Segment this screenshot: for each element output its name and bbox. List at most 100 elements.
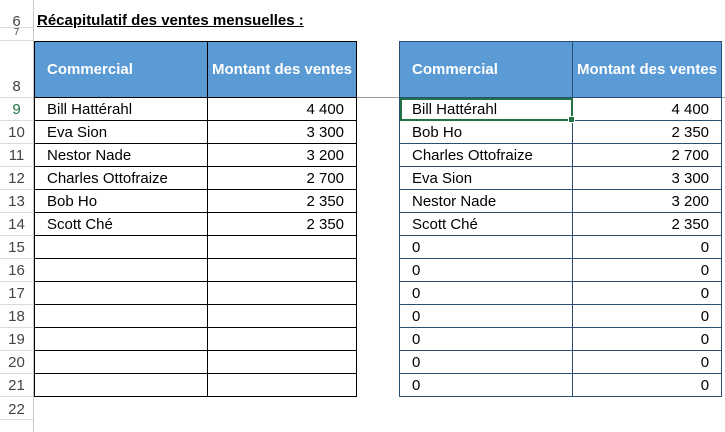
row-header-21[interactable]: 21	[8, 377, 25, 394]
table-header-row: Commercial Montant des ventes	[34, 41, 358, 98]
row-header-13[interactable]: 13	[8, 193, 25, 210]
row-header-6[interactable]: 6	[12, 13, 21, 30]
fill-handle[interactable]	[568, 116, 575, 123]
row-header-8[interactable]: 8	[12, 78, 21, 95]
cell-commercial[interactable]: Nestor Nade	[34, 143, 208, 167]
cell-montant[interactable]	[206, 235, 358, 259]
row-divider	[0, 143, 33, 144]
row-header-14[interactable]: 14	[8, 216, 25, 233]
row-divider	[0, 166, 33, 167]
cell-montant[interactable]: 3 300	[206, 120, 358, 144]
header-commercial[interactable]: Commercial	[34, 41, 208, 98]
cell-montant[interactable]: 2 350	[206, 189, 358, 213]
row-header-20[interactable]: 20	[8, 354, 25, 371]
table-row	[34, 235, 358, 259]
table-row	[34, 350, 358, 374]
row-header-17[interactable]: 17	[8, 285, 25, 302]
sheet-title[interactable]: Récapitulatif des ventes mensuelles :	[37, 12, 304, 29]
row-header-10[interactable]: 10	[8, 124, 25, 141]
cell-commercial[interactable]: 0	[399, 281, 573, 305]
cell-montant[interactable]: 2 700	[571, 143, 723, 167]
cell-commercial[interactable]	[34, 373, 208, 397]
row-header-12[interactable]: 12	[8, 170, 25, 187]
cell-montant[interactable]: 0	[571, 327, 723, 351]
row-divider	[0, 189, 33, 190]
cell-commercial[interactable]: Bob Ho	[399, 120, 573, 144]
cell-montant[interactable]	[206, 281, 358, 305]
header-montant[interactable]: Montant des ventes	[571, 41, 723, 98]
cell-montant[interactable]	[206, 373, 358, 397]
cell-montant[interactable]: 3 200	[206, 143, 358, 167]
cell-commercial[interactable]: Eva Sion	[34, 120, 208, 144]
row-divider	[0, 327, 33, 328]
cell-montant[interactable]: 0	[571, 350, 723, 374]
cell-commercial[interactable]: 0	[399, 258, 573, 282]
table-row: Charles Ottofraize 2 700	[399, 143, 723, 167]
cell-text: Bill Hattérahl	[412, 100, 498, 118]
cell-commercial[interactable]: Eva Sion	[399, 166, 573, 190]
cell-commercial[interactable]: 0	[399, 235, 573, 259]
cell-montant[interactable]	[206, 304, 358, 328]
cell-montant[interactable]: 0	[571, 373, 723, 397]
cell-commercial[interactable]: Charles Ottofraize	[34, 166, 208, 190]
table-row: Eva Sion 3 300	[34, 120, 358, 144]
cell-commercial[interactable]	[34, 281, 208, 305]
row-header-11[interactable]: 11	[8, 147, 25, 164]
cell-commercial[interactable]: Charles Ottofraize	[399, 143, 573, 167]
cell-commercial[interactable]: 0	[399, 304, 573, 328]
cell-montant[interactable]: 0	[571, 258, 723, 282]
cell-montant[interactable]: 0	[571, 281, 723, 305]
table-row	[34, 258, 358, 282]
cell-commercial[interactable]: Bob Ho	[34, 189, 208, 213]
row-header-7[interactable]: 7	[13, 27, 20, 38]
row-header-18[interactable]: 18	[8, 308, 25, 325]
table-row: Nestor Nade 3 200	[34, 143, 358, 167]
row-divider	[0, 27, 33, 28]
cell-commercial[interactable]: 0	[399, 373, 573, 397]
row-header-19[interactable]: 19	[8, 331, 25, 348]
cell-commercial[interactable]: Nestor Nade	[399, 189, 573, 213]
cell-commercial[interactable]	[34, 235, 208, 259]
cell-commercial[interactable]: Scott Ché	[399, 212, 573, 236]
table-row: Bill Hattérahl 4 400	[399, 97, 723, 123]
table-row: Scott Ché 2 350	[399, 212, 723, 236]
header-montant[interactable]: Montant des ventes	[206, 41, 358, 98]
row-divider	[0, 419, 33, 420]
header-commercial[interactable]: Commercial	[399, 41, 573, 98]
cell-montant[interactable]: 2 350	[571, 212, 723, 236]
row-divider	[0, 40, 33, 41]
row-divider	[0, 350, 33, 351]
cell-montant[interactable]	[206, 258, 358, 282]
cell-montant[interactable]: 2 700	[206, 166, 358, 190]
cell-commercial[interactable]	[34, 258, 208, 282]
cell-commercial[interactable]: Scott Ché	[34, 212, 208, 236]
cell-commercial[interactable]: Bill Hattérahl	[34, 97, 208, 121]
cell-montant[interactable]: 0	[571, 235, 723, 259]
cell-commercial[interactable]	[34, 350, 208, 374]
table-row: Scott Ché 2 350	[34, 212, 358, 236]
row-header-15[interactable]: 15	[8, 239, 25, 256]
cell-commercial[interactable]	[34, 327, 208, 351]
cell-montant[interactable]	[206, 350, 358, 374]
cell-montant[interactable]: 4 400	[206, 97, 358, 121]
cell-commercial[interactable]: 0	[399, 327, 573, 351]
row-header-22[interactable]: 22	[8, 401, 25, 418]
row-header-9[interactable]: 9	[12, 101, 21, 118]
selected-cell-commercial[interactable]: Bill Hattérahl	[399, 97, 575, 123]
cell-montant[interactable]: 3 300	[571, 166, 723, 190]
cell-commercial[interactable]: 0	[399, 350, 573, 374]
cell-montant[interactable]: 2 350	[571, 120, 723, 144]
cell-montant[interactable]: 0	[571, 304, 723, 328]
cell-montant[interactable]	[206, 327, 358, 351]
table-row: Charles Ottofraize 2 700	[34, 166, 358, 190]
cell-montant[interactable]: 2 350	[206, 212, 358, 236]
cell-montant[interactable]: 3 200	[571, 189, 723, 213]
cell-commercial[interactable]	[34, 304, 208, 328]
cell-montant[interactable]: 4 400	[571, 97, 723, 121]
row-header-16[interactable]: 16	[8, 262, 25, 279]
